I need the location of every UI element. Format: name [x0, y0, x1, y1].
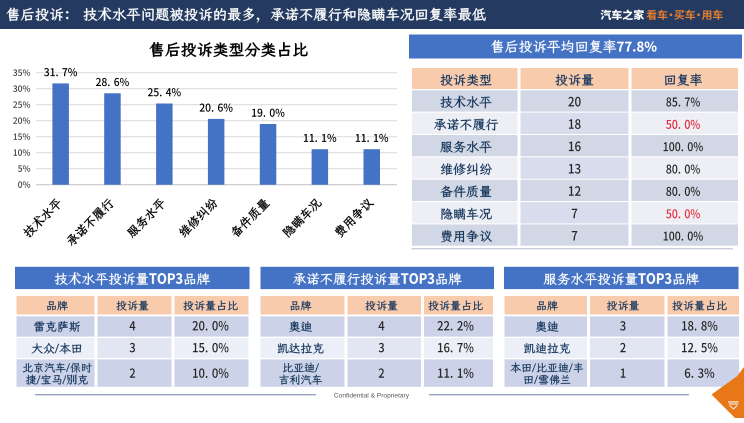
- svg-text:Confidential & Proprietary: Confidential & Proprietary: [334, 392, 410, 399]
